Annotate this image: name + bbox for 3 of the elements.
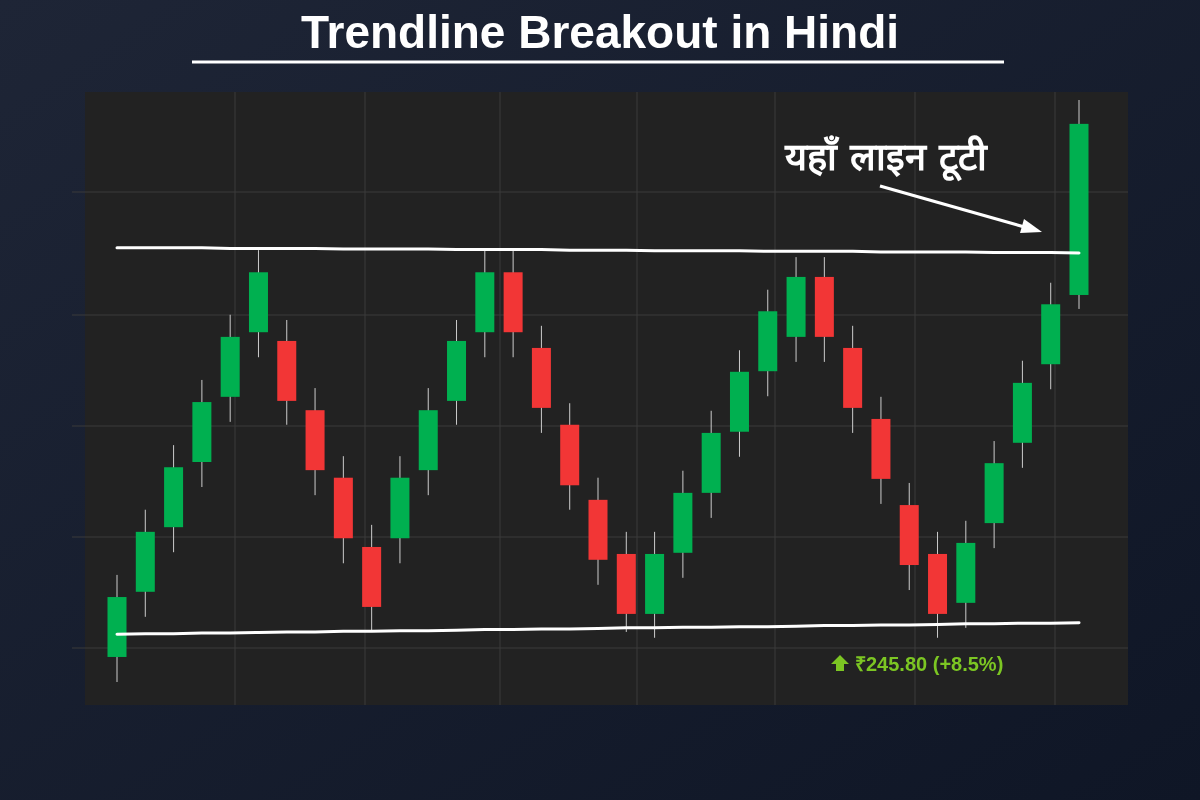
- chart-title: Trendline Breakout in Hindi: [300, 6, 900, 58]
- annotation: यहाँ लाइन टूटी: [783, 135, 989, 182]
- annotation: ₹245.80 (+8.5%): [855, 653, 1004, 675]
